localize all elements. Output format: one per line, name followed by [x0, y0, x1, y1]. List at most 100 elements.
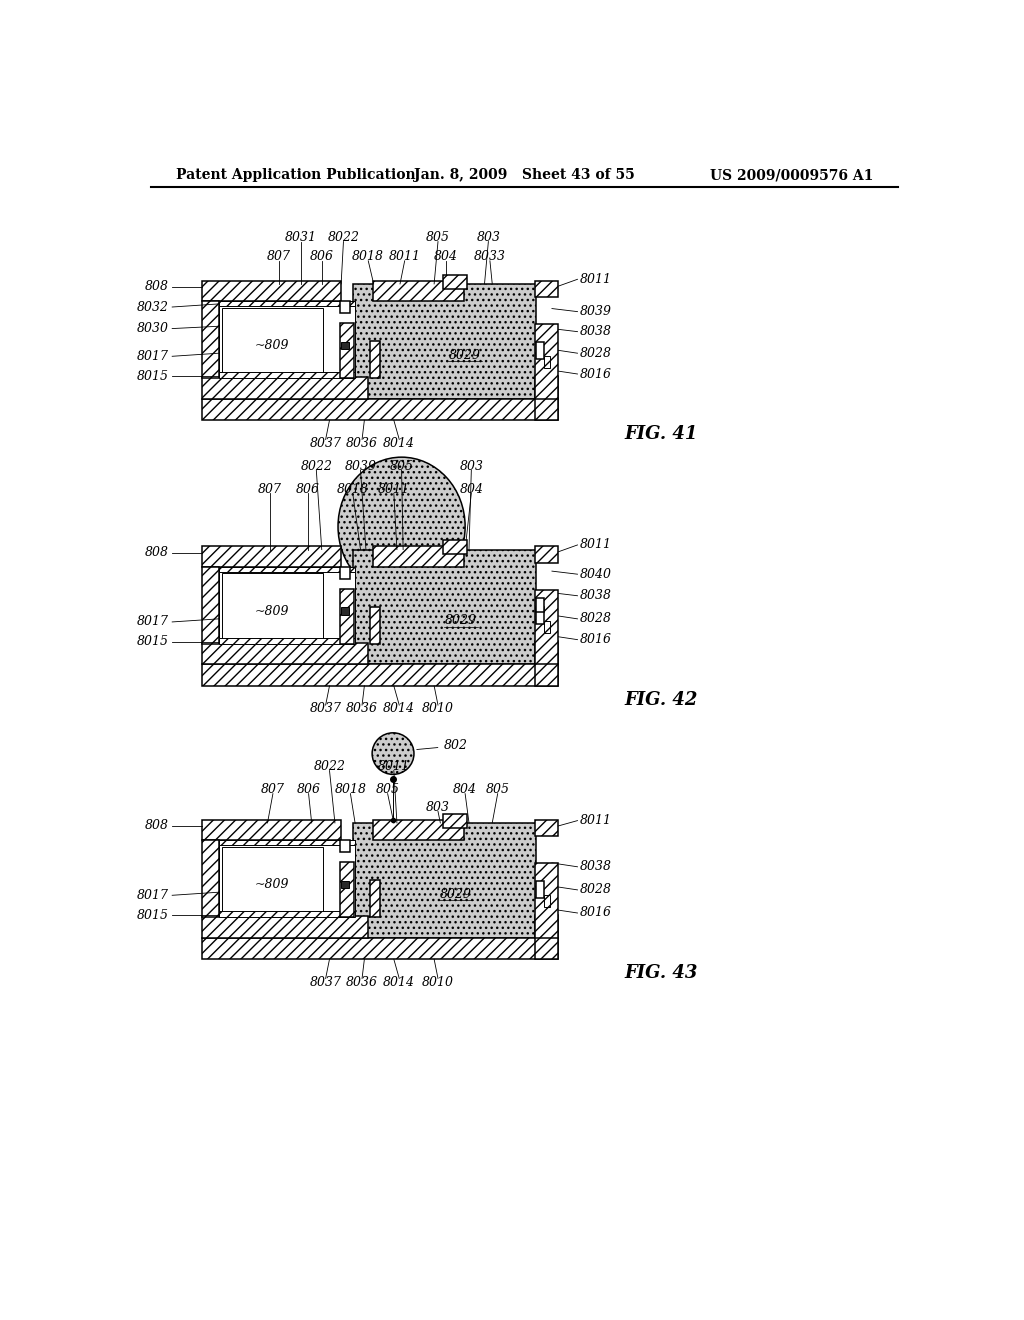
Circle shape: [372, 733, 414, 775]
Text: 8016: 8016: [580, 367, 611, 380]
Bar: [442, 540, 467, 554]
Bar: [535, 915, 558, 960]
Text: 8039: 8039: [344, 459, 377, 473]
Text: 8017: 8017: [137, 350, 169, 363]
Text: 8017: 8017: [137, 615, 169, 628]
Text: 8022: 8022: [328, 231, 359, 244]
Bar: [537, 880, 544, 898]
Bar: [373, 820, 464, 840]
Text: 8036: 8036: [346, 975, 378, 989]
Bar: [219, 566, 355, 572]
Text: 8038: 8038: [580, 589, 611, 602]
Bar: [544, 622, 550, 634]
Text: 8033: 8033: [474, 251, 506, 264]
Text: Jan. 8, 2009   Sheet 43 of 55: Jan. 8, 2009 Sheet 43 of 55: [415, 169, 635, 182]
Text: 805: 805: [485, 783, 510, 796]
Bar: [544, 895, 550, 907]
Text: 8029: 8029: [450, 348, 481, 362]
Bar: [219, 301, 355, 378]
Text: 8031: 8031: [285, 231, 316, 244]
Bar: [535, 863, 558, 937]
Bar: [370, 607, 380, 644]
Bar: [544, 355, 550, 368]
Text: 8011: 8011: [580, 273, 611, 286]
Text: 8022: 8022: [300, 459, 333, 473]
Text: 8028: 8028: [580, 347, 611, 360]
Text: 8010: 8010: [422, 975, 454, 989]
Text: 8028: 8028: [580, 612, 611, 626]
Bar: [352, 549, 537, 664]
Text: 8032: 8032: [137, 301, 169, 314]
Bar: [535, 820, 558, 836]
Text: 8015: 8015: [137, 908, 169, 921]
Bar: [442, 275, 467, 289]
Text: ~809: ~809: [254, 878, 289, 891]
Bar: [219, 638, 355, 644]
Text: 804: 804: [460, 483, 483, 496]
Text: 8015: 8015: [137, 370, 169, 383]
Bar: [202, 399, 558, 420]
Text: 8016: 8016: [580, 634, 611, 647]
Text: 806: 806: [296, 483, 319, 496]
Text: 8011: 8011: [580, 539, 611, 552]
Bar: [219, 301, 355, 306]
Text: 808: 808: [145, 546, 169, 560]
Bar: [535, 642, 558, 686]
Text: 8037: 8037: [309, 975, 342, 989]
Text: 8018: 8018: [337, 483, 369, 496]
Text: 8038: 8038: [580, 861, 611, 874]
Bar: [535, 323, 558, 399]
Text: 806: 806: [297, 783, 321, 796]
Text: 805: 805: [426, 231, 450, 244]
Text: 803: 803: [426, 801, 450, 814]
Bar: [535, 546, 558, 562]
Text: 8036: 8036: [346, 437, 378, 450]
Text: 8017: 8017: [137, 888, 169, 902]
Ellipse shape: [338, 457, 465, 595]
Bar: [373, 281, 464, 301]
Text: 807: 807: [258, 483, 282, 496]
Text: 8036: 8036: [346, 702, 378, 715]
Text: Patent Application Publication: Patent Application Publication: [176, 169, 416, 182]
Bar: [340, 840, 350, 853]
Text: 8038: 8038: [580, 325, 611, 338]
Bar: [535, 281, 558, 297]
Text: 8014: 8014: [383, 702, 416, 715]
Bar: [219, 372, 355, 378]
Text: 8015: 8015: [137, 635, 169, 648]
Text: ~809: ~809: [254, 339, 289, 352]
Text: 805: 805: [389, 459, 414, 473]
Text: 8029: 8029: [440, 888, 472, 900]
Bar: [202, 566, 219, 644]
Bar: [202, 937, 558, 960]
Text: 8037: 8037: [309, 702, 342, 715]
Text: 8018: 8018: [335, 783, 367, 796]
Bar: [537, 598, 544, 612]
Bar: [222, 847, 324, 912]
Bar: [535, 376, 558, 420]
Bar: [219, 911, 355, 917]
Bar: [340, 301, 350, 313]
Text: 8011: 8011: [378, 483, 410, 496]
Bar: [340, 323, 353, 378]
Bar: [202, 664, 558, 686]
Text: 808: 808: [145, 820, 169, 833]
Bar: [537, 342, 544, 359]
Bar: [202, 820, 341, 840]
Text: 806: 806: [309, 251, 334, 264]
Text: 8037: 8037: [309, 437, 342, 450]
Bar: [340, 589, 353, 644]
Bar: [202, 840, 219, 917]
Bar: [341, 880, 349, 888]
Bar: [340, 566, 350, 579]
Bar: [352, 822, 537, 937]
Bar: [370, 880, 380, 917]
Text: 8010: 8010: [422, 702, 454, 715]
Bar: [202, 378, 369, 399]
Bar: [352, 284, 537, 399]
Bar: [222, 573, 324, 639]
Bar: [219, 840, 355, 916]
Text: 805: 805: [376, 783, 399, 796]
Text: 8030: 8030: [137, 322, 169, 335]
Text: 808: 808: [145, 280, 169, 293]
